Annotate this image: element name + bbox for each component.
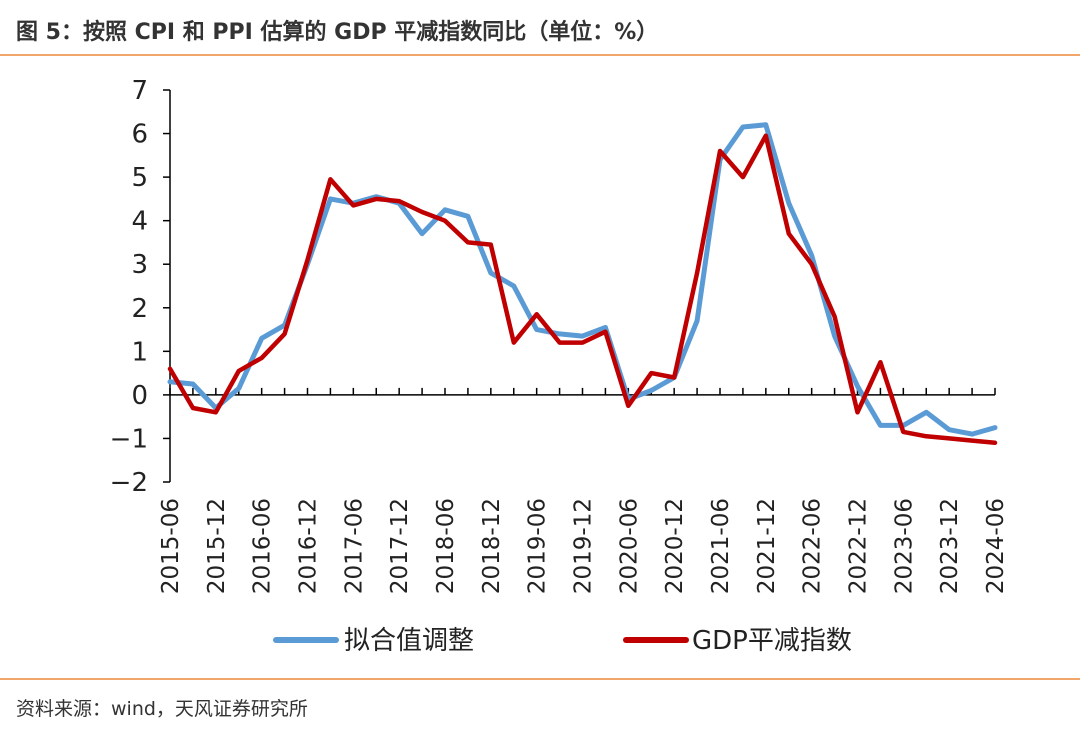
x-tick-label: 2020-12 (662, 498, 688, 594)
series-layer (167, 122, 998, 446)
y-tick-label: 2 (131, 294, 148, 324)
y-tick-label: 6 (131, 120, 148, 150)
x-tick-label: 2019-06 (525, 498, 551, 594)
y-tick-label: 4 (131, 207, 148, 237)
chart-legend: 拟合值调整 GDP平减指数 (273, 626, 852, 656)
x-tick-label: 2017-06 (341, 498, 367, 594)
chart-title: 图 5：按照 CPI 和 PPI 估算的 GDP 平减指数同比（单位：%） (16, 20, 659, 45)
x-tick-label: 2022-12 (846, 498, 872, 594)
x-tick-label: 2017-12 (387, 498, 413, 594)
legend-label: GDP平减指数 (692, 626, 852, 656)
x-tick-label: 2021-12 (754, 498, 780, 594)
y-tick-label: 0 (131, 381, 148, 411)
x-axis: 2015-06 2015-12 2016-06 2016-12 2017-06 2017-… (158, 387, 1009, 594)
series-line-fitted (167, 122, 998, 437)
x-tick-label: 2024-06 (983, 498, 1009, 594)
y-tick-label: 5 (131, 163, 148, 193)
y-tick-label: −1 (110, 424, 148, 454)
y-tick-label: 3 (131, 250, 148, 280)
footer-rule (0, 678, 1080, 680)
x-tick-label: 2022-06 (800, 498, 826, 594)
x-tick-label: 2023-06 (891, 498, 917, 594)
header-rule (0, 54, 1080, 56)
x-tick-label: 2015-12 (204, 498, 230, 594)
x-tick-label: 2019-12 (571, 498, 597, 594)
x-tick-label: 2018-06 (433, 498, 459, 594)
source-note: 资料来源：wind，天风证券研究所 (16, 698, 308, 720)
x-tick-label: 2016-12 (296, 498, 322, 594)
y-tick-label: 7 (131, 76, 148, 106)
x-tick-label: 2023-12 (937, 498, 963, 594)
y-tick-label: −2 (110, 468, 148, 498)
x-tick-label: 2018-12 (479, 498, 505, 594)
line-chart: 7 6 5 4 3 2 1 0 −1 −2 2015-06 2015-12 2016-06 2016-1… (110, 76, 1009, 656)
legend-label: 拟合值调整 (344, 626, 474, 656)
x-tick-label: 2015-06 (158, 498, 184, 594)
x-tick-label: 2016-06 (250, 498, 276, 594)
x-tick-label: 2021-06 (708, 498, 734, 594)
series-line-deflator (167, 133, 998, 446)
x-tick-label: 2020-06 (616, 498, 642, 594)
y-tick-label: 1 (131, 337, 148, 367)
y-axis: 7 6 5 4 3 2 1 0 −1 −2 (110, 76, 171, 498)
